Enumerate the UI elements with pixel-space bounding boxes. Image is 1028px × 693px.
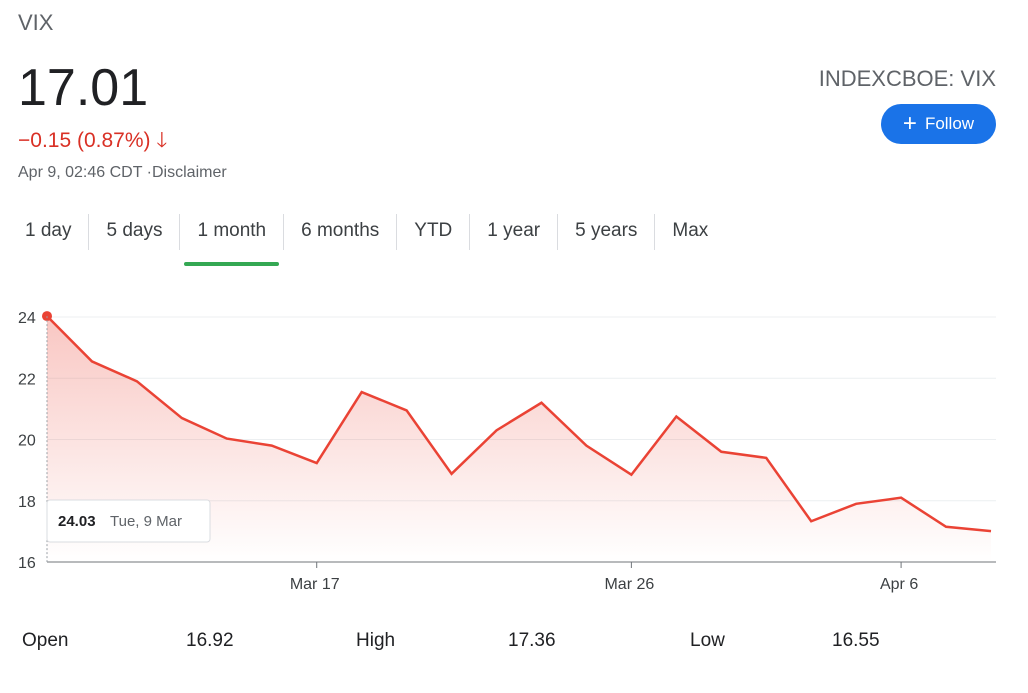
y-tick-label: 20 (18, 433, 36, 450)
price-line (46, 315, 992, 533)
current-price: 17.01 (18, 59, 149, 117)
tooltip-value: 24.03 (58, 513, 96, 530)
follow-button[interactable]: + Follow (881, 104, 996, 144)
low-label: Low (690, 630, 725, 651)
tab-1-day[interactable]: 1 day (8, 214, 90, 250)
tab-max[interactable]: Max (672, 220, 709, 241)
tab-ytd[interactable]: YTD (397, 214, 471, 250)
price-change: −0.15 (0.87%) 🡓 (18, 126, 167, 161)
low-value: 16.55 (832, 630, 880, 651)
area-fill (47, 316, 991, 562)
tooltip-date: Tue, 9 Mar (110, 513, 182, 530)
tab-1-month[interactable]: 1 month (180, 214, 285, 266)
tooltip-box (46, 499, 211, 543)
open-label: Open (22, 630, 69, 651)
tab-5-years[interactable]: 5 years (558, 214, 656, 250)
tab-1-year[interactable]: 1 year (470, 214, 559, 250)
price-chart[interactable]: 16 18 20 22 24 Mar 17 Mar 26 Apr 6 24.03 Tue, 9 M… (0, 290, 1028, 610)
y-tick-label: 16 (18, 555, 36, 572)
ticker-symbol: INDEXCBOE: VIX (818, 66, 996, 91)
x-tick-label: Mar 17 (290, 576, 340, 593)
high-value: 17.36 (508, 630, 556, 651)
change-value: −0.15 (0.87%) (18, 129, 151, 152)
x-tick-label: Mar 26 (604, 576, 654, 593)
range-tabs: 1 day 5 days 1 month 6 months YTD 1 year… (8, 214, 725, 266)
follow-label: Follow (924, 114, 975, 133)
plus-icon: + (902, 110, 917, 137)
y-tick-label: 24 (18, 310, 36, 327)
tab-5-days[interactable]: 5 days (89, 214, 181, 250)
index-name: VIX (18, 10, 54, 35)
y-tick-label: 22 (18, 371, 36, 388)
disclaimer-link[interactable]: ·Disclaimer (146, 164, 227, 181)
timestamp: Apr 9, 02:46 CDT ·Disclaimer (18, 164, 227, 182)
y-tick-label: 18 (18, 494, 36, 511)
x-tick-label: Apr 6 (880, 576, 918, 593)
arrow-down-icon: 🡓 (156, 129, 168, 152)
timestamp-text: Apr 9, 02:46 CDT (18, 164, 143, 181)
open-value: 16.92 (186, 630, 234, 651)
tab-6-months[interactable]: 6 months (284, 214, 398, 250)
high-label: High (356, 630, 396, 651)
data-point (42, 311, 52, 322)
